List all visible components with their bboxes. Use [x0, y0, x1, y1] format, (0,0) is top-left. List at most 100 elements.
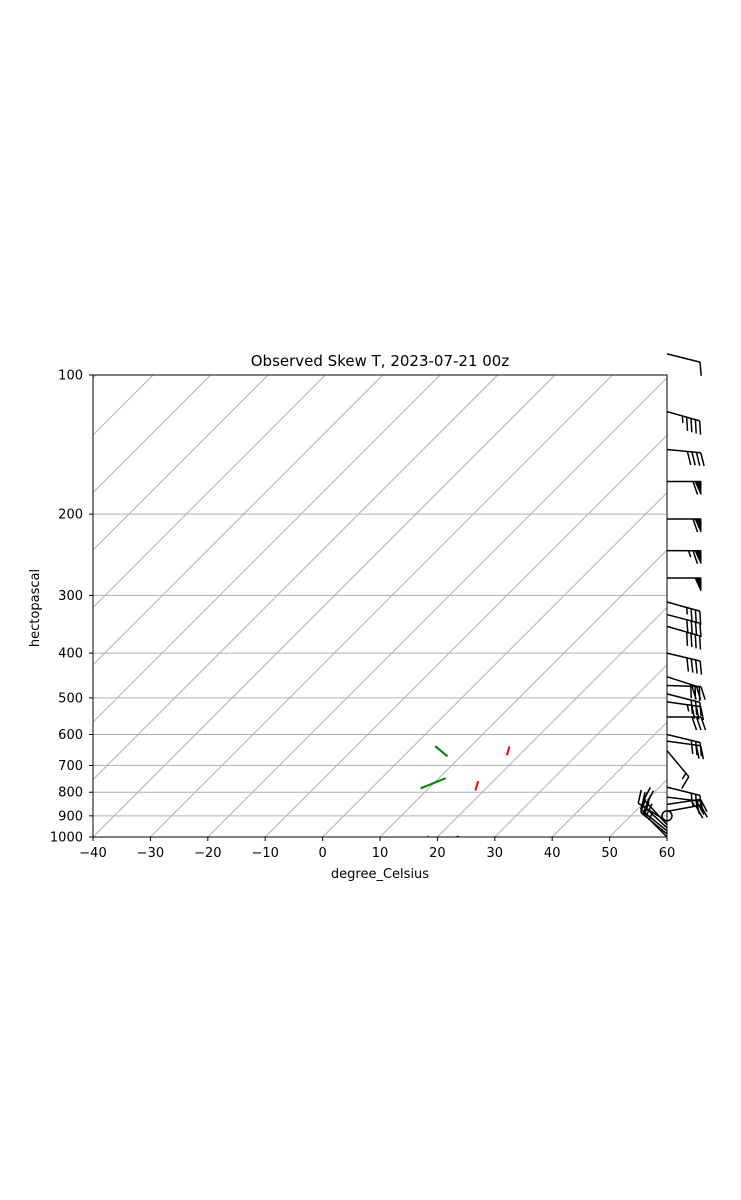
y-tick-label: 700	[58, 759, 83, 774]
barb-staff	[666, 796, 701, 802]
barb-full	[694, 609, 698, 624]
isotherm-line	[437, 606, 667, 837]
barb-full	[695, 716, 702, 731]
isotherm-line	[150, 375, 613, 837]
barb-full	[694, 741, 698, 756]
temperature-trace	[505, 746, 511, 756]
barb-full	[685, 417, 689, 432]
isotherm-line	[264, 434, 667, 837]
y-tick-label: 200	[58, 508, 83, 523]
barb-half	[691, 800, 695, 808]
y-tick-label: 300	[58, 589, 83, 604]
plot-frame	[92, 374, 668, 838]
y-tick-label: 600	[58, 728, 83, 743]
barb-full	[699, 660, 703, 675]
wind-barb	[666, 733, 703, 757]
wind-barb	[666, 625, 702, 650]
grid-layer	[93, 375, 667, 837]
barb-full	[700, 716, 707, 731]
x-tick-label: 0	[318, 846, 326, 861]
barb-full	[690, 740, 694, 755]
barb-staff	[666, 786, 701, 797]
wind-barb	[666, 353, 702, 376]
barb-staff	[666, 804, 701, 813]
y-axis-label: hectopascal	[28, 569, 43, 647]
barb-full	[700, 686, 706, 700]
barb-staff	[666, 750, 690, 778]
wind-barb	[666, 652, 703, 675]
wind-barb	[666, 693, 702, 717]
x-tick-label: −10	[251, 846, 278, 861]
barb-full	[681, 776, 690, 789]
barb-staff	[666, 652, 701, 662]
x-tick-label: −40	[79, 846, 106, 861]
wind-barb	[666, 676, 701, 702]
isotherm-line	[379, 549, 667, 837]
y-tick-label: 1000	[50, 831, 83, 846]
x-tick-label: −30	[137, 846, 164, 861]
barb-full	[690, 633, 693, 648]
barb-full	[694, 634, 697, 649]
barb-full	[691, 716, 698, 731]
y-tick-label: 500	[58, 691, 83, 706]
barb-full	[700, 452, 705, 467]
temperature-trace	[474, 780, 480, 791]
barb-full	[692, 518, 699, 533]
barb-full	[699, 362, 702, 376]
x-tick-label: 30	[487, 846, 504, 861]
wind-barb	[666, 577, 702, 592]
isotherm-line	[666, 836, 667, 837]
barb-full	[646, 790, 655, 804]
x-axis-label: degree_Celsius	[331, 867, 429, 882]
barb-staff	[666, 693, 701, 704]
y-tick-label: 900	[58, 809, 83, 824]
barb-full	[694, 419, 697, 434]
wind-barb	[666, 448, 705, 467]
wind-barb	[666, 549, 702, 564]
isotherm-line	[93, 375, 384, 666]
barb-staff	[666, 613, 701, 624]
barb-staff	[666, 353, 701, 363]
barb-full	[699, 799, 708, 812]
barb-half	[690, 793, 693, 801]
wind-barb	[666, 480, 702, 495]
barb-full	[637, 789, 642, 804]
y-tick-label: 400	[58, 647, 83, 662]
isotherm-line	[93, 375, 498, 781]
barb-full	[699, 611, 702, 625]
barb-full	[699, 623, 702, 637]
isotherm-line	[93, 375, 326, 609]
barb-full	[690, 418, 693, 433]
isotherm-line	[93, 375, 556, 837]
barb-flag	[694, 481, 702, 495]
barb-full	[698, 420, 702, 435]
barb-staff	[666, 733, 701, 744]
dewpoint-trace	[434, 745, 449, 758]
isotherm-line	[93, 375, 441, 723]
barb-half	[681, 772, 687, 780]
x-tick-label: 60	[659, 846, 676, 861]
wind-barb	[666, 601, 702, 625]
barb-staff	[666, 448, 701, 454]
data-layer	[420, 745, 511, 837]
isotherm-line	[551, 721, 667, 837]
wind-barb	[643, 787, 668, 826]
barb-staff	[666, 701, 701, 708]
wind-barb	[666, 786, 702, 810]
barb-full	[695, 452, 701, 466]
barb-flag	[694, 550, 702, 564]
wind-barb	[666, 410, 702, 435]
barb-full	[686, 451, 692, 466]
barb-full	[694, 794, 698, 809]
barb-full	[685, 632, 689, 646]
barb-flag	[694, 577, 702, 592]
dewpoint-trace	[420, 777, 447, 790]
barb-half	[686, 704, 690, 712]
wind-barb	[666, 750, 690, 789]
barb-full	[694, 701, 698, 716]
barb-staff	[643, 799, 668, 826]
barb-full	[699, 742, 703, 757]
barb-full	[643, 787, 652, 800]
